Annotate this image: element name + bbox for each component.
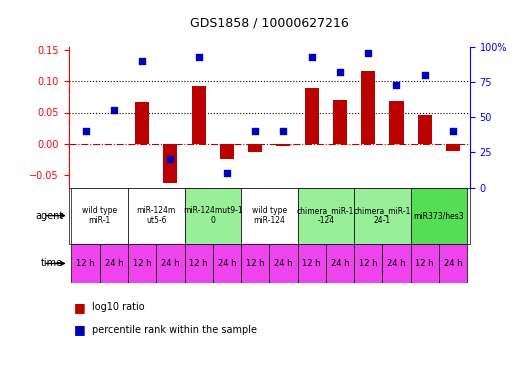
Bar [241,188,298,244]
Text: time: time [41,258,63,268]
Bar [192,86,206,144]
Point [81,128,90,134]
Bar [382,244,411,283]
Bar [248,144,262,152]
Bar [298,244,326,283]
Bar [135,102,149,144]
Bar [71,244,100,283]
Bar [163,144,177,183]
Point [194,54,203,60]
Text: agent: agent [35,211,63,220]
Text: miR-124mut9-1
0: miR-124mut9-1 0 [183,206,242,225]
Point [138,58,146,64]
Bar [446,144,460,151]
Text: wild type
miR-124: wild type miR-124 [252,206,287,225]
Point [279,128,288,134]
Text: percentile rank within the sample: percentile rank within the sample [92,325,258,335]
Point [166,156,175,162]
Point [110,107,118,113]
Text: GDS1858 / 10000627216: GDS1858 / 10000627216 [190,17,348,30]
Text: miR-124m
ut5-6: miR-124m ut5-6 [137,206,176,225]
Bar [333,100,347,144]
Bar [354,244,382,283]
Text: chimera_miR-1
-124: chimera_miR-1 -124 [297,206,354,225]
Text: wild type
miR-1: wild type miR-1 [82,206,117,225]
Text: 24 h: 24 h [387,259,406,268]
Bar [361,70,375,144]
Text: 24 h: 24 h [274,259,293,268]
Text: 24 h: 24 h [444,259,462,268]
Bar [439,244,467,283]
Text: 12 h: 12 h [190,259,208,268]
Point [449,128,457,134]
Text: ■: ■ [74,324,86,336]
Text: 24 h: 24 h [218,259,236,268]
Point [392,82,401,88]
Bar [298,188,354,244]
Bar [156,244,184,283]
Bar [411,188,467,244]
Point [307,54,316,60]
Text: 12 h: 12 h [303,259,321,268]
Point [420,72,429,78]
Bar [184,244,213,283]
Text: 24 h: 24 h [331,259,349,268]
Bar [71,188,128,244]
Point [223,170,231,177]
Bar [220,144,234,159]
Bar [128,244,156,283]
Bar [354,188,411,244]
Bar [128,188,184,244]
Text: 12 h: 12 h [133,259,152,268]
Bar [418,115,432,144]
Text: 12 h: 12 h [359,259,378,268]
Point [364,50,372,55]
Bar [213,244,241,283]
Text: 24 h: 24 h [161,259,180,268]
Point [251,128,259,134]
Bar [326,244,354,283]
Bar [100,244,128,283]
Text: 12 h: 12 h [246,259,265,268]
Bar [411,244,439,283]
Text: miR373/hes3: miR373/hes3 [413,211,464,220]
Bar [305,87,319,144]
Text: chimera_miR-1
24-1: chimera_miR-1 24-1 [354,206,411,225]
Bar [184,188,241,244]
Point [336,69,344,75]
Text: 24 h: 24 h [105,259,123,268]
Text: ■: ■ [74,301,86,314]
Bar [241,244,269,283]
Text: 12 h: 12 h [416,259,434,268]
Bar [276,144,290,146]
Text: 12 h: 12 h [77,259,95,268]
Text: log10 ratio: log10 ratio [92,303,145,312]
Bar [269,244,298,283]
Bar [389,101,403,144]
